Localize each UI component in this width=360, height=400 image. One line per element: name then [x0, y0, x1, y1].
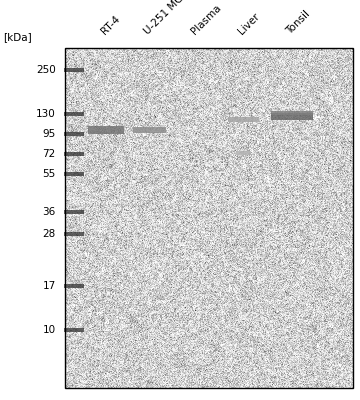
Text: 95: 95: [42, 129, 56, 139]
Text: Liver: Liver: [236, 11, 261, 36]
Text: Tonsil: Tonsil: [284, 8, 312, 36]
FancyBboxPatch shape: [64, 152, 84, 156]
FancyBboxPatch shape: [64, 210, 84, 214]
Text: 36: 36: [42, 207, 56, 217]
Text: 130: 130: [36, 109, 56, 119]
FancyBboxPatch shape: [64, 328, 84, 332]
FancyBboxPatch shape: [64, 112, 84, 116]
Text: Plasma: Plasma: [189, 2, 223, 36]
Text: [kDa]: [kDa]: [4, 32, 32, 42]
Text: 17: 17: [42, 281, 56, 291]
Text: 10: 10: [43, 325, 56, 335]
Text: 250: 250: [36, 65, 56, 75]
Bar: [65, 48, 353, 388]
Text: 28: 28: [42, 229, 56, 239]
Text: U-251 MG: U-251 MG: [142, 0, 186, 36]
Text: 72: 72: [42, 149, 56, 159]
FancyBboxPatch shape: [64, 232, 84, 236]
Text: RT-4: RT-4: [99, 13, 122, 36]
Text: 55: 55: [42, 169, 56, 179]
FancyBboxPatch shape: [64, 68, 84, 72]
FancyBboxPatch shape: [64, 284, 84, 288]
FancyBboxPatch shape: [64, 132, 84, 136]
FancyBboxPatch shape: [64, 172, 84, 176]
